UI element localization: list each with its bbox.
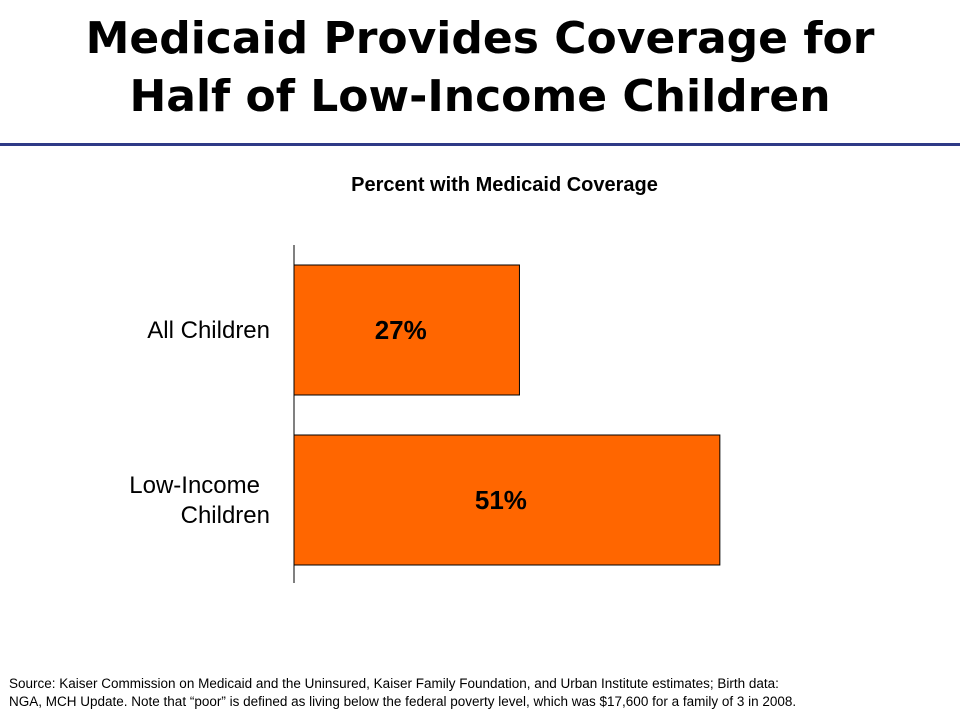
- slide-title-line-2: Half of Low-Income Children: [129, 71, 831, 122]
- source-note: Source: Kaiser Commission on Medicaid an…: [9, 675, 954, 711]
- source-note-line-2: NGA, MCH Update. Note that “poor” is def…: [9, 694, 797, 709]
- slide-title: Medicaid Provides Coverage for Half of L…: [0, 10, 960, 126]
- chart-title: Percent with Medicaid Coverage: [351, 174, 658, 196]
- source-note-line-1: Source: Kaiser Commission on Medicaid an…: [9, 676, 779, 691]
- title-divider: [0, 143, 960, 146]
- bar-value-label: 51%: [475, 485, 527, 515]
- category-label: All Children: [147, 317, 270, 344]
- bar-value-label: 27%: [375, 315, 427, 345]
- slide-title-line-1: Medicaid Provides Coverage for: [85, 13, 875, 64]
- bar: [293, 264, 520, 396]
- category-label: Children: [181, 502, 270, 529]
- category-label: Low-Income: [129, 472, 260, 499]
- bar: [293, 434, 721, 566]
